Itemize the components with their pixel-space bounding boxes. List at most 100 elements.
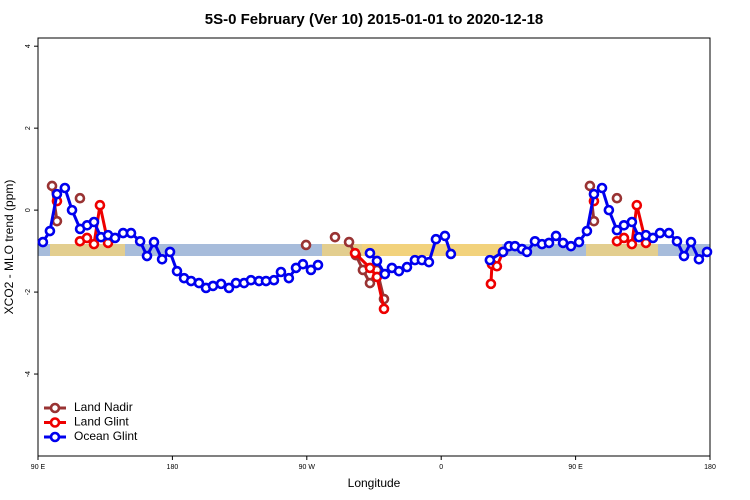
x-tick-label: 90 E [568,464,583,471]
point [134,235,146,247]
point [364,262,376,274]
point [343,236,355,248]
point [588,215,600,227]
point [312,259,324,271]
point [156,253,168,265]
point [297,258,309,270]
point [584,180,596,192]
point [378,303,390,315]
y-tick-label: 2 [25,126,32,130]
point [66,204,78,216]
point [678,250,690,262]
y-tick-label: 4 [25,44,32,48]
point [125,227,137,239]
y-tick-label: -4 [25,371,32,377]
point [371,255,383,267]
point [485,278,497,290]
point [654,227,666,239]
point [618,232,630,244]
point [245,274,257,286]
legend-label: Land Nadir [74,400,133,414]
point [94,199,106,211]
point [215,278,227,290]
point [611,224,623,236]
legend-label: Ocean Glint [74,429,138,443]
point [109,232,121,244]
x-tick-label: 180 [704,464,716,471]
point [663,227,675,239]
point [37,236,49,248]
point [484,254,496,266]
point [565,240,577,252]
point [46,180,58,192]
point [364,247,376,259]
x-axis-label: Longitude [348,476,401,490]
point [423,256,435,268]
point [497,246,509,258]
legend-marker [49,417,61,428]
point [445,248,457,260]
point [521,246,533,258]
point [611,192,623,204]
point [193,277,205,289]
y-tick-label: -2 [25,289,32,295]
point [300,239,312,251]
point [543,237,555,249]
point [671,235,683,247]
legend-marker [49,431,61,443]
point [51,188,63,200]
x-tick-label: 0 [439,464,443,471]
chart-title: 5S-0 February (Ver 10) 2015-01-01 to 202… [205,11,544,28]
point [573,236,585,248]
point [44,225,56,237]
point [439,230,451,242]
y-axis-label: XCO2 - MLO trend (ppm) [2,180,16,315]
point [268,274,280,286]
land-band [586,244,658,256]
point [275,266,287,278]
point [626,238,638,250]
point [81,232,93,244]
point [51,215,63,227]
point [596,182,608,194]
point [74,192,86,204]
point [603,204,615,216]
point [647,232,659,244]
point [88,216,100,228]
plot-frame [37,37,711,457]
point [626,216,638,228]
point [59,182,71,194]
point [379,268,391,280]
point [393,265,405,277]
point [491,260,503,272]
point [588,188,600,200]
point [364,277,376,289]
point [141,250,153,262]
point [283,272,295,284]
x-tick-label: 90 W [299,464,316,471]
x-tick-label: 180 [167,464,179,471]
point [581,225,593,237]
point [631,199,643,211]
legend-label: Land Glint [74,415,129,429]
y-tick-label: 0 [25,208,32,212]
point [430,233,442,245]
point [349,247,361,259]
land-band [50,244,125,256]
point [685,236,697,248]
point [207,280,219,292]
point [305,264,317,276]
point [701,246,713,258]
x-tick-label: 90 E [31,464,46,471]
point [329,231,341,243]
point [693,253,705,265]
legend-marker [49,402,61,414]
point [88,238,100,250]
point [401,261,413,273]
point [550,230,562,242]
point [223,282,235,294]
point [164,246,176,258]
point [171,265,183,277]
point [148,236,160,248]
